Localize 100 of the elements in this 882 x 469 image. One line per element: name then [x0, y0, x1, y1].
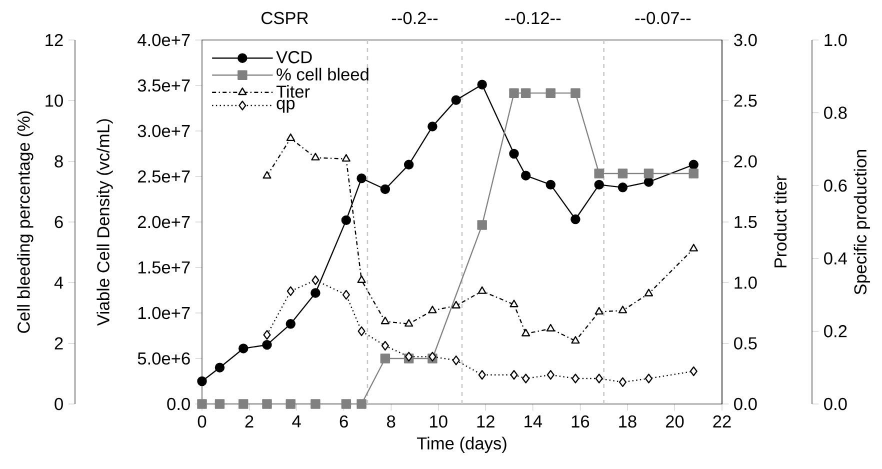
y-axis-title: Viable Cell Density (vc/mL) — [96, 119, 113, 326]
legend-label: % cell bleed — [276, 68, 368, 81]
point — [238, 344, 248, 354]
x-tick-label: 22 — [713, 415, 731, 428]
text: CSPR — [262, 12, 308, 24]
x-tick-label: 20 — [666, 415, 684, 428]
point — [380, 354, 390, 364]
point — [452, 355, 460, 366]
point — [357, 275, 366, 283]
y3-tick-label: 4 — [54, 276, 64, 289]
point — [286, 319, 296, 329]
point — [342, 154, 350, 162]
point — [380, 316, 390, 324]
y3-tick-label: 10 — [46, 94, 63, 107]
point — [477, 80, 487, 90]
x-tick-label: 2 — [245, 415, 254, 428]
point — [644, 177, 654, 187]
point — [342, 290, 350, 300]
y2-tick-label: 0.5 — [734, 337, 757, 350]
point — [452, 300, 460, 308]
point — [286, 133, 295, 142]
point — [478, 286, 486, 294]
point — [310, 399, 320, 409]
x-tick-label: 4 — [292, 415, 301, 428]
point — [428, 306, 437, 314]
y-tick-label: 4.0e+7 — [138, 34, 190, 46]
point — [428, 122, 438, 132]
y-tick-label: 1.0 — [824, 34, 847, 46]
point — [618, 168, 628, 178]
x-tick-label: 10 — [430, 415, 448, 428]
y3-tick-label: 0 — [54, 398, 63, 410]
y-tick-label: 2.5e+7 — [138, 170, 190, 183]
y3-tick-label: 12 — [46, 34, 63, 46]
point — [546, 88, 556, 98]
point — [286, 286, 294, 296]
y2-tick-label: 1.5 — [734, 216, 757, 228]
point — [594, 306, 604, 315]
point — [380, 184, 390, 194]
point — [262, 340, 272, 350]
x-tick-label: 8 — [387, 415, 396, 428]
point — [520, 170, 531, 180]
y2-axis-title: Product titer — [774, 176, 787, 268]
point — [404, 319, 414, 327]
point — [358, 326, 366, 336]
x-tick-label: 12 — [477, 415, 494, 428]
legend-label: qp — [276, 100, 295, 113]
y-tick-label: 3.5e+7 — [138, 79, 190, 92]
point — [572, 374, 580, 384]
point — [688, 160, 699, 170]
y3-tick-label: 2 — [54, 337, 63, 350]
point — [197, 376, 207, 386]
y-tick-label: 5.0e+6 — [138, 352, 190, 365]
point — [451, 95, 461, 105]
point — [509, 88, 519, 98]
point — [546, 324, 555, 332]
x-tick-label: 6 — [340, 415, 348, 428]
point — [197, 399, 207, 409]
point — [238, 399, 248, 409]
point — [214, 362, 225, 372]
point — [689, 244, 698, 252]
y-tick-label: 1.0e+7 — [138, 306, 190, 320]
y-axis-title: Specific production — [854, 150, 870, 294]
point — [510, 370, 518, 380]
y-tick-label: 1.5e+7 — [138, 261, 190, 274]
point — [214, 399, 225, 409]
point — [356, 173, 366, 184]
point — [570, 88, 580, 98]
x-axis-title: Time (days) — [416, 436, 506, 453]
legend-label: Titer — [276, 85, 310, 98]
point — [286, 399, 296, 409]
point — [381, 340, 389, 351]
point — [341, 399, 352, 409]
y-tick-label: 0.0 — [167, 398, 190, 410]
y-tick-label: 3.0e+7 — [138, 124, 190, 138]
point — [262, 399, 272, 409]
x-tick-label: 14 — [524, 415, 542, 428]
y3-axis-title: Cell bleeding percentage (%) — [17, 111, 34, 333]
x-tick-label: 0 — [198, 415, 206, 428]
y-tick-label: 2.0e+7 — [138, 216, 190, 228]
point — [404, 160, 414, 170]
y3-tick-label: 6 — [54, 216, 63, 228]
y2-tick-label: 0.0 — [734, 398, 757, 410]
y-tick-label: 0.6 — [824, 179, 847, 192]
y-tick-label: 0.2 — [824, 325, 847, 338]
x-tick-label: 16 — [572, 415, 590, 428]
y2-tick-label: 3.0 — [734, 34, 757, 46]
point — [618, 377, 627, 388]
point — [571, 336, 580, 344]
y3-tick-label: 8 — [54, 155, 63, 168]
point — [478, 370, 486, 380]
y2-tick-label: 1.0 — [734, 276, 757, 289]
point — [356, 399, 366, 409]
text: --0.2-- — [392, 12, 438, 24]
point — [688, 168, 699, 178]
point — [570, 214, 580, 224]
point — [341, 215, 352, 226]
point — [644, 168, 654, 178]
point — [510, 300, 518, 308]
point — [690, 366, 698, 376]
point — [311, 152, 320, 160]
